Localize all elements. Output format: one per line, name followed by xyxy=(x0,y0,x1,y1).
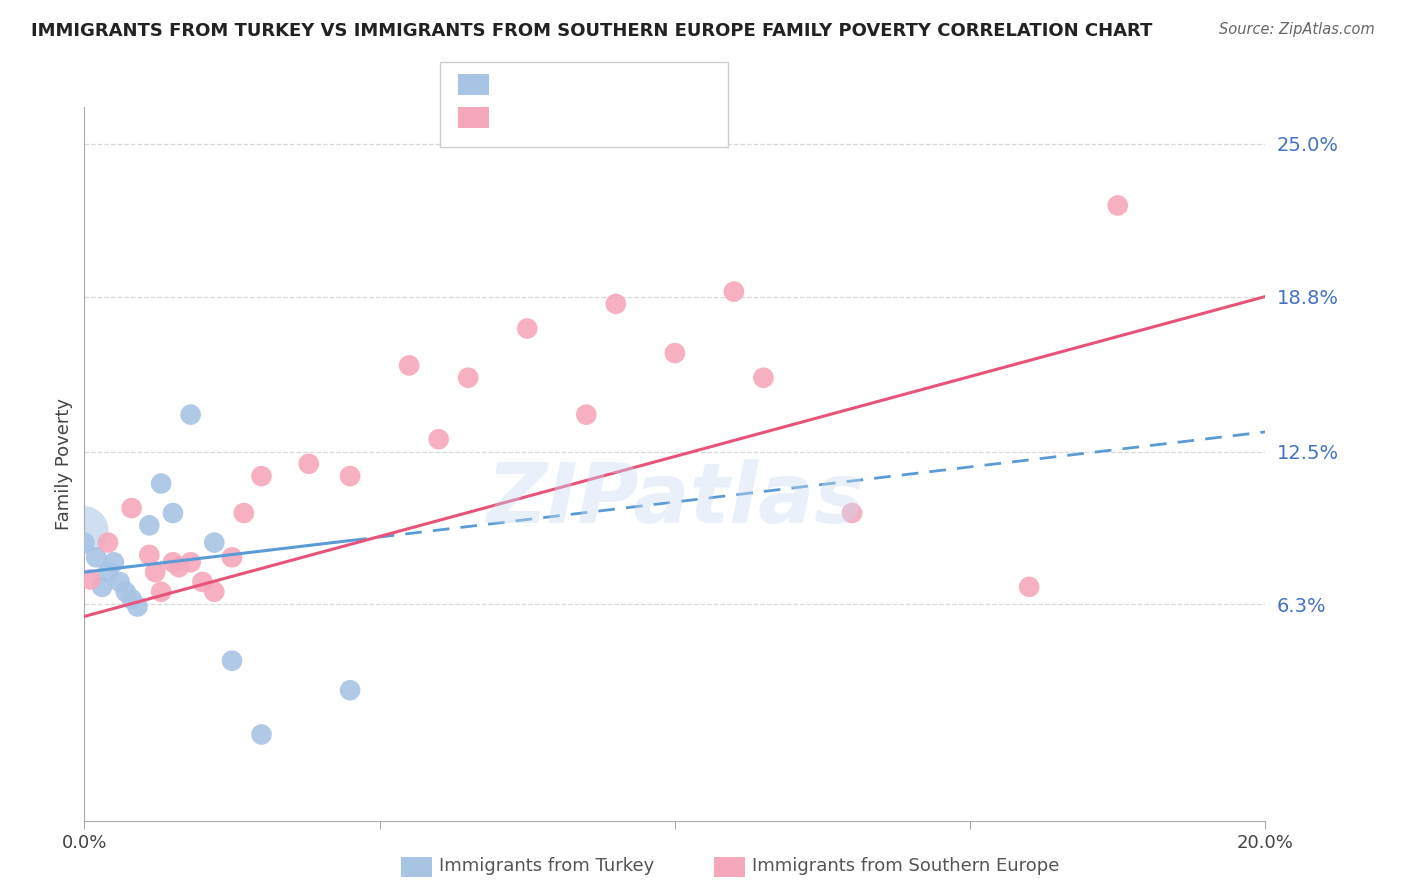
Point xyxy=(221,654,243,668)
Point xyxy=(575,408,598,422)
Point xyxy=(427,432,450,446)
Point xyxy=(97,565,120,579)
Point xyxy=(180,408,202,422)
Point xyxy=(79,573,101,587)
Point xyxy=(143,565,166,579)
Point xyxy=(752,370,775,384)
Point xyxy=(121,592,143,607)
Y-axis label: Family Poverty: Family Poverty xyxy=(55,398,73,530)
Point xyxy=(202,535,225,549)
Point xyxy=(1107,198,1129,212)
Point xyxy=(1018,580,1040,594)
Point xyxy=(114,584,136,599)
Point xyxy=(191,574,214,589)
Point xyxy=(150,476,173,491)
Point xyxy=(73,523,96,537)
Text: R =: R = xyxy=(498,70,540,90)
Text: 28: 28 xyxy=(631,103,658,123)
Point xyxy=(121,501,143,516)
Point xyxy=(339,683,361,698)
Text: Source: ZipAtlas.com: Source: ZipAtlas.com xyxy=(1219,22,1375,37)
Text: IMMIGRANTS FROM TURKEY VS IMMIGRANTS FROM SOUTHERN EUROPE FAMILY POVERTY CORRELA: IMMIGRANTS FROM TURKEY VS IMMIGRANTS FRO… xyxy=(31,22,1153,40)
Text: Immigrants from Turkey: Immigrants from Turkey xyxy=(439,857,654,875)
Text: R =: R = xyxy=(498,103,540,123)
Point xyxy=(664,346,686,360)
Text: 0.199: 0.199 xyxy=(537,70,599,90)
Point xyxy=(250,469,273,483)
Point xyxy=(103,555,125,569)
Point xyxy=(127,599,149,614)
Point xyxy=(162,506,184,520)
Point xyxy=(73,535,96,549)
Point xyxy=(339,469,361,483)
Text: ZIPatlas: ZIPatlas xyxy=(486,459,863,540)
Point xyxy=(91,580,114,594)
Point xyxy=(516,321,538,335)
Point xyxy=(457,370,479,384)
Point xyxy=(138,548,160,562)
Point xyxy=(84,550,107,565)
Point xyxy=(841,506,863,520)
Point xyxy=(605,297,627,311)
Point xyxy=(108,574,131,589)
Text: 0.628: 0.628 xyxy=(537,103,599,123)
Point xyxy=(162,555,184,569)
Point xyxy=(398,359,420,373)
Point xyxy=(150,584,173,599)
Point xyxy=(202,584,225,599)
Point xyxy=(298,457,321,471)
Point xyxy=(723,285,745,299)
Text: N =: N = xyxy=(593,103,637,123)
Point xyxy=(250,727,273,741)
Point xyxy=(97,535,120,549)
Point xyxy=(180,555,202,569)
Text: Immigrants from Southern Europe: Immigrants from Southern Europe xyxy=(752,857,1060,875)
Point xyxy=(167,560,190,574)
Text: 17: 17 xyxy=(631,70,658,90)
Text: N =: N = xyxy=(593,70,637,90)
Point xyxy=(138,518,160,533)
Point xyxy=(221,550,243,565)
Point xyxy=(232,506,254,520)
